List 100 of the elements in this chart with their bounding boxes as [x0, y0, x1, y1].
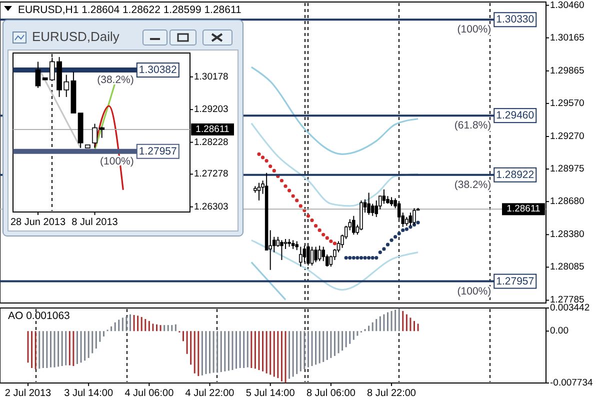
y-tick-label: 1.30460 — [550, 0, 584, 11]
y-tick-label: 1.29865 — [550, 65, 584, 76]
point — [363, 256, 367, 260]
point — [291, 194, 295, 198]
point — [314, 224, 318, 228]
point — [260, 156, 265, 160]
point — [318, 228, 322, 232]
x-tick-label: 8 Jul 22:00 — [367, 388, 416, 399]
x-tick-label: 5 Jul 14:00 — [246, 388, 296, 399]
x-tick-label: 3 Jul 14:00 — [64, 388, 114, 399]
ref-line-label: 1.28611 — [196, 124, 230, 135]
y-tick-label: 1.29203 — [194, 104, 228, 116]
candlestick — [382, 188, 386, 204]
point — [408, 225, 412, 229]
point — [397, 232, 401, 236]
ref-line-label: 1.29460 — [496, 110, 534, 122]
y-tick-label: 1.28680 — [550, 196, 584, 208]
point — [394, 235, 398, 239]
point — [382, 247, 386, 251]
point — [352, 256, 356, 260]
point — [401, 228, 405, 232]
annotation: (38.2%) — [454, 178, 492, 191]
point — [356, 256, 360, 260]
ref-line-label: 1.27957 — [138, 145, 178, 158]
x-tick-label: 8 Jul 06:00 — [306, 388, 356, 399]
y-tick-label: 1.28380 — [550, 229, 584, 240]
candlestick — [374, 200, 378, 218]
point — [280, 178, 284, 182]
x-tick-label: 8 Jul 2013 — [72, 217, 118, 228]
ref-line-label: 1.27957 — [496, 275, 534, 288]
point — [370, 256, 374, 260]
y-tick-label: 1.26303 — [194, 201, 228, 212]
point — [310, 218, 314, 222]
x-tick-label: 2 Jul 2013 — [4, 388, 52, 399]
ref-line-label: 1.28611 — [506, 204, 540, 215]
candlestick — [367, 192, 370, 216]
x-tick-label: 28 Jun 2013 — [10, 217, 66, 228]
point — [284, 184, 288, 188]
point — [359, 256, 364, 260]
chart-title: EURUSD,Daily — [32, 29, 120, 44]
y-tick-label: 1.27278 — [194, 168, 228, 180]
point — [268, 164, 272, 168]
candlestick — [299, 246, 302, 268]
candlestick — [370, 203, 374, 216]
x-tick-label: 4 Jul 22:00 — [185, 388, 235, 399]
annotation: (100%) — [457, 24, 492, 36]
point — [322, 232, 326, 236]
y-tick-label: 1.28975 — [550, 164, 584, 175]
y-tick-label: 1.29270 — [550, 131, 584, 142]
y-tick-label: 1.30178 — [194, 71, 228, 82]
candlestick — [352, 215, 356, 236]
candlestick — [35, 61, 41, 88]
y-tick-label: 0.00 — [550, 326, 568, 337]
y-tick-label: 1.28228 — [194, 136, 228, 148]
point — [306, 214, 310, 218]
annotation: (100%) — [457, 285, 492, 298]
point — [295, 198, 299, 202]
point — [390, 238, 394, 242]
candlestick — [306, 245, 310, 266]
candlestick — [302, 245, 306, 263]
point — [298, 204, 302, 208]
chart-title: EURUSD,H1 1.28604 1.28622 1.28599 1.28611 — [18, 4, 242, 16]
point — [367, 256, 371, 260]
y-tick-label: -0.007734 — [550, 378, 593, 388]
point — [272, 168, 276, 172]
candlestick — [257, 182, 261, 201]
point — [257, 152, 261, 156]
point — [264, 158, 268, 163]
candlestick — [280, 240, 284, 260]
y-tick-label: 1.30165 — [550, 32, 584, 44]
candlestick — [412, 208, 416, 226]
point — [378, 250, 382, 254]
candlestick — [314, 246, 318, 263]
annotation: (38.2%) — [97, 74, 134, 86]
point — [404, 227, 408, 231]
y-tick-label: 0.003442 — [550, 302, 590, 314]
ref-line-label: 1.28922 — [496, 168, 534, 181]
line-series — [250, 239, 419, 291]
annotation: (61.8%) — [454, 120, 492, 132]
point — [325, 236, 329, 240]
y-tick-label: 1.28085 — [550, 262, 584, 273]
candlestick — [310, 246, 314, 266]
line-series — [250, 66, 419, 155]
point — [416, 220, 420, 224]
candlestick — [318, 245, 322, 262]
point — [329, 239, 333, 244]
x-tick-label: 4 Jul 06:00 — [124, 388, 174, 399]
candlestick — [397, 202, 401, 220]
ref-line-label: 1.30330 — [496, 14, 534, 26]
ref-line-label: 1.30382 — [138, 64, 178, 76]
point — [344, 256, 348, 260]
point — [386, 242, 390, 246]
point — [287, 188, 292, 192]
candlestick — [284, 238, 288, 250]
line-series — [250, 122, 419, 207]
y-tick-label: 1.29570 — [550, 98, 584, 109]
point — [374, 256, 378, 260]
point — [332, 242, 337, 246]
point — [348, 256, 352, 260]
chart-title: AO 0.001063 — [8, 310, 70, 322]
